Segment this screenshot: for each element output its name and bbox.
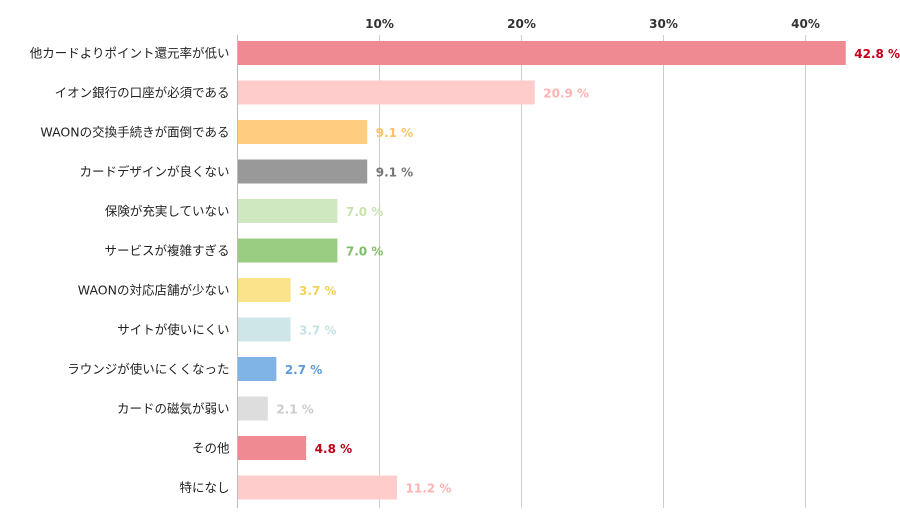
category-label: サイトが使いにくい xyxy=(117,322,229,337)
category-label: 他カードよりポイント還元率が低い xyxy=(30,46,230,61)
category-label: イオン銀行の口座が必須である xyxy=(55,85,230,100)
data-label: 7.0 % xyxy=(346,205,383,219)
category-label: その他 xyxy=(192,441,230,456)
bar xyxy=(238,357,277,381)
bar xyxy=(238,436,307,460)
x-tick-label: 40% xyxy=(791,17,820,31)
data-label: 9.1 % xyxy=(376,126,413,140)
data-label: 42.8 % xyxy=(854,47,900,61)
bar xyxy=(238,199,338,223)
x-tick-label: 10% xyxy=(365,17,394,31)
data-label: 2.1 % xyxy=(276,403,313,417)
bar xyxy=(238,159,368,184)
data-label: 9.1 % xyxy=(376,166,413,180)
bar xyxy=(238,396,268,421)
bar xyxy=(238,238,338,263)
x-tick-label: 30% xyxy=(649,17,678,31)
bar xyxy=(238,317,291,342)
category-label: カードデザインが良くない xyxy=(79,164,229,179)
bar xyxy=(238,475,398,500)
data-label: 7.0 % xyxy=(346,245,383,259)
bar xyxy=(238,41,846,65)
category-label: サービスが複雑すぎる xyxy=(104,243,229,258)
category-label: カードの磁気が弱い xyxy=(117,401,230,416)
bar xyxy=(238,80,535,105)
data-label: 3.7 % xyxy=(299,284,336,298)
x-tick-label: 20% xyxy=(507,17,536,31)
category-label: ラウンジが使いにくくなった xyxy=(67,362,229,377)
bar xyxy=(238,278,291,302)
category-label: 特になし xyxy=(179,480,229,495)
data-label: 4.8 % xyxy=(315,442,352,456)
bar xyxy=(238,120,368,144)
category-label: 保険が充実していない xyxy=(105,204,230,219)
data-label: 2.7 % xyxy=(285,363,322,377)
data-label: 11.2 % xyxy=(406,482,452,496)
data-label: 3.7 % xyxy=(299,324,336,338)
category-label: WAONの交換手続きが面倒である xyxy=(40,125,229,140)
category-label: WAONの対応店舗が少ない xyxy=(78,283,230,298)
data-label: 20.9 % xyxy=(543,87,589,101)
